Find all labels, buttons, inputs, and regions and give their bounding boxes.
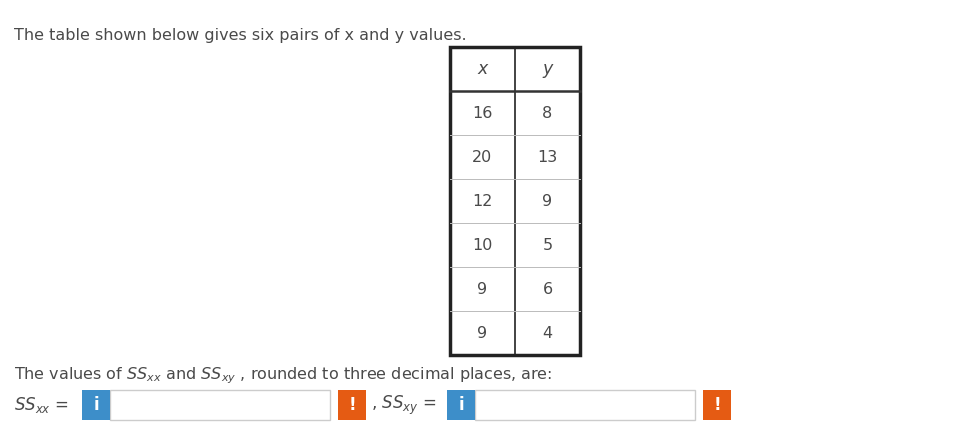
FancyBboxPatch shape (447, 390, 475, 420)
Text: , $SS_{xy}$ =: , $SS_{xy}$ = (366, 393, 438, 416)
Text: 4: 4 (543, 326, 552, 341)
Text: x: x (478, 60, 487, 78)
Text: 5: 5 (543, 237, 552, 253)
Text: 12: 12 (472, 194, 492, 209)
Text: i: i (458, 396, 464, 414)
FancyBboxPatch shape (110, 390, 330, 420)
FancyBboxPatch shape (475, 390, 695, 420)
Text: !: ! (348, 396, 356, 414)
Text: 10: 10 (472, 237, 492, 253)
Text: i: i (93, 396, 99, 414)
FancyBboxPatch shape (338, 390, 366, 420)
Text: 20: 20 (472, 149, 492, 164)
Text: 9: 9 (478, 281, 487, 296)
Text: $SS_{xx}$ =: $SS_{xx}$ = (14, 395, 71, 415)
Text: 13: 13 (538, 149, 557, 164)
Text: !: ! (713, 396, 721, 414)
Bar (450, 47, 580, 355)
FancyBboxPatch shape (82, 390, 110, 420)
Text: The table shown below gives six pairs of x and y values.: The table shown below gives six pairs of… (14, 28, 467, 43)
Text: 8: 8 (543, 105, 552, 120)
FancyBboxPatch shape (703, 390, 731, 420)
Text: 9: 9 (543, 194, 552, 209)
Text: 9: 9 (478, 326, 487, 341)
Text: 16: 16 (472, 105, 492, 120)
Text: y: y (543, 60, 552, 78)
Text: 6: 6 (543, 281, 552, 296)
Text: The values of $SS_{xx}$ and $SS_{xy}$ , rounded to three decimal places, are:: The values of $SS_{xx}$ and $SS_{xy}$ , … (14, 365, 552, 385)
